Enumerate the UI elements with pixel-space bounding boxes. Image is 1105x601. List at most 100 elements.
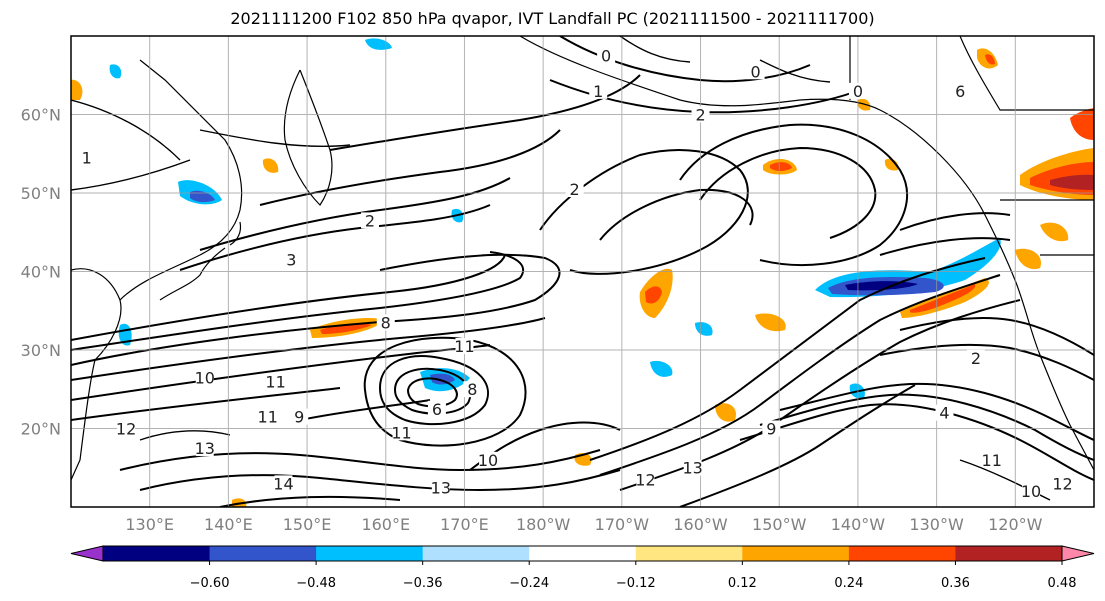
contour-label: 10 — [1021, 482, 1041, 501]
contour-label: 8 — [467, 380, 477, 399]
contour-label-background — [274, 475, 293, 492]
latitude-label: 30°N — [21, 341, 61, 360]
longitude-label: 130°W — [909, 515, 964, 534]
contour-label-background — [848, 82, 867, 99]
contour-label: 0 — [853, 82, 863, 101]
contour-label: 8 — [381, 313, 391, 332]
contour-label-background — [479, 451, 498, 468]
contour-label-background — [266, 373, 285, 390]
colorbar-tick-label: −0.12 — [616, 576, 656, 591]
colorbar-tick-label: 0.24 — [834, 576, 863, 591]
latitude-label: 20°N — [21, 420, 61, 439]
map-frame — [70, 35, 1095, 508]
contour-label: 13 — [431, 478, 451, 497]
colorbar-segment — [955, 546, 1063, 561]
contour-label: 12 — [635, 470, 655, 489]
contour-label: 1 — [593, 82, 603, 101]
longitude-label: 150°E — [283, 515, 332, 534]
longitude-label: 150°W — [752, 515, 807, 534]
colorbar-segment — [422, 546, 530, 561]
contour-label-background — [376, 314, 395, 331]
longitude-labels: 130°E 140°E 150°E 160°E 170°E 180°W 170°W 160°W… — [125, 515, 1042, 534]
longitude-label: 120°W — [988, 515, 1043, 534]
contour-label: 2 — [570, 180, 580, 199]
contour-label: 2 — [365, 211, 375, 230]
colorbar-segment — [635, 546, 743, 561]
contour-label-background — [1053, 475, 1072, 492]
longitude-label: 140°E — [204, 515, 253, 534]
ivt-contours — [71, 36, 1094, 507]
colorbar-extend-low — [70, 545, 104, 562]
contour-label: 3 — [286, 251, 296, 270]
latitude-label: 50°N — [21, 184, 61, 203]
longitude-label: 180°W — [516, 515, 571, 534]
contour-label: 9 — [294, 408, 304, 427]
colorbar-segment — [848, 546, 956, 561]
ivt-contours-thin — [71, 36, 1051, 501]
contour-label: 11 — [391, 423, 411, 442]
contour-label-background — [290, 408, 309, 425]
colorbar-tick-label: −0.60 — [190, 576, 230, 591]
contour-label: 10 — [478, 451, 498, 470]
contour-label: 13 — [195, 439, 215, 458]
contour-label: 13 — [682, 459, 702, 478]
contour-label: 11 — [454, 337, 474, 356]
contour-label-background — [691, 106, 710, 123]
longitude-label: 160°E — [361, 515, 410, 534]
longitude-label: 140°W — [831, 515, 886, 534]
contour-label-background — [589, 82, 608, 99]
contour-label-background — [636, 471, 655, 488]
colorbar-segment — [529, 546, 637, 561]
colorbar-segment — [316, 546, 424, 561]
contour-label-background — [935, 404, 954, 421]
contour-label: 11 — [258, 408, 278, 427]
contour-label: 2 — [971, 349, 981, 368]
contour-label-background — [951, 82, 970, 99]
contour-label-background — [597, 47, 616, 64]
colorbar-segment — [742, 546, 850, 561]
contour-label-background — [77, 149, 96, 166]
contour-label: 9 — [766, 419, 776, 438]
longitude-label: 170°W — [595, 515, 650, 534]
colorbar-segment — [209, 546, 317, 561]
contour-label-background — [195, 369, 214, 386]
contour-label-background — [982, 451, 1001, 468]
longitude-label: 160°W — [673, 515, 728, 534]
contour-label-background — [1022, 483, 1041, 500]
contour-label: 6 — [955, 82, 965, 101]
qvapor-shading — [71, 38, 1094, 507]
latitude-label: 60°N — [21, 106, 61, 125]
contour-label: 11 — [982, 451, 1002, 470]
contour-label-background — [117, 420, 136, 437]
contour-label-background — [455, 338, 474, 354]
contour-label: 12 — [1052, 474, 1072, 493]
latitude-labels: 60°N 50°N 40°N 30°N 20°N — [21, 106, 61, 439]
colorbar-tick-label: −0.48 — [296, 576, 336, 591]
chart-title: 2021111200 F102 850 hPa qvapor, IVT Land… — [230, 9, 875, 28]
longitude-label: 170°E — [440, 515, 489, 534]
colorbar: −0.60 −0.48 −0.36 −0.24 −0.12 0.12 0.24 0.36 0.4… — [70, 545, 1095, 591]
contour-label: 14 — [273, 474, 293, 493]
contour-label: 0 — [751, 62, 761, 81]
contour-label-background — [431, 479, 450, 496]
contour-label: 12 — [116, 419, 136, 438]
contour-label: 6 — [432, 400, 442, 419]
contour-label-background — [195, 440, 214, 457]
contour-label-background — [565, 181, 584, 197]
contour-label-background — [361, 212, 380, 229]
contour-label-background — [427, 400, 446, 417]
contour-label-background — [683, 459, 702, 476]
contour-label-background — [282, 251, 301, 268]
contour-label-background — [746, 63, 765, 80]
colorbar-tick-label: 0.48 — [1048, 576, 1077, 591]
contour-label: 4 — [939, 404, 949, 423]
colorbar-extend-high — [1061, 545, 1095, 562]
colorbar-outline — [102, 545, 1063, 562]
contour-label: 2 — [695, 105, 705, 124]
contour-label-background — [762, 420, 781, 437]
colorbar-segment — [103, 546, 211, 561]
contour-label-background — [463, 381, 482, 398]
